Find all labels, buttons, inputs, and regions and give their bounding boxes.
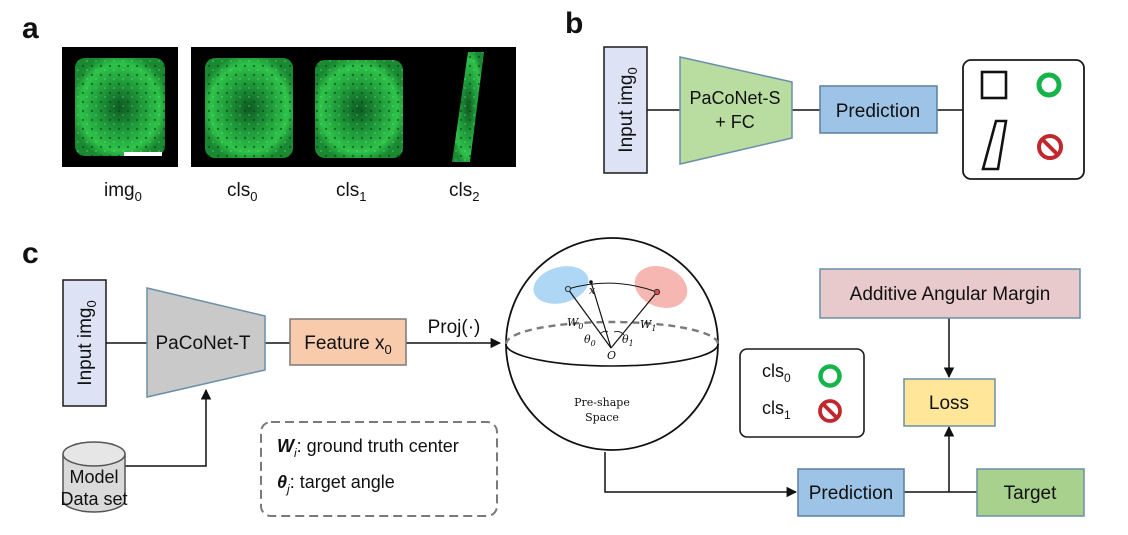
input-label-b: Input img0	[616, 67, 640, 152]
dataset-label-model: Model	[69, 467, 118, 487]
model-dataset-cylinder	[62, 441, 126, 513]
sphere-space-label-line1: Pre-shape	[574, 396, 630, 409]
symbol-legend-box	[260, 421, 498, 517]
panel-label-b: b	[565, 7, 583, 40]
caption-img0: img0	[104, 180, 142, 204]
paconet-s-fc-label: + FC	[715, 112, 755, 132]
target-box	[976, 468, 1085, 517]
feature-box	[289, 318, 407, 366]
microscopy-texture-cls2	[452, 52, 484, 162]
cls1-prohibited-icon	[818, 399, 842, 423]
dataset-to-net-arrow	[125, 388, 212, 467]
sphere-label-w0: W0	[567, 316, 583, 331]
microscopy-texture-img0	[75, 58, 165, 156]
caption-cls0: cls0	[227, 180, 257, 204]
microscopy-texture-cls1	[315, 60, 403, 158]
additive-angular-margin-label: Additive Angular Margin	[850, 284, 1051, 305]
caption-cls2: cls2	[449, 180, 479, 204]
legend-theta-definition: θj: target angle	[277, 472, 395, 496]
panel-label-c: c	[22, 237, 39, 270]
parallelogram-shape-icon	[981, 119, 1008, 171]
panel-label-a: a	[22, 12, 39, 45]
prohibited-icon	[1037, 134, 1063, 160]
additive-angular-margin-box	[819, 268, 1081, 319]
square-shape-icon	[980, 70, 1008, 100]
sphere-to-prediction-arrow	[604, 452, 798, 498]
paconet-t-label: PaCoNet-T	[155, 333, 250, 354]
class-region-blue	[533, 266, 589, 304]
target-label: Target	[1004, 483, 1058, 504]
prediction-label-b: Prediction	[836, 101, 921, 122]
loss-label: Loss	[929, 393, 969, 414]
cls0-ring-icon	[818, 364, 842, 388]
input-label-c: Input img0	[75, 300, 99, 385]
paconet-s-block	[679, 56, 793, 165]
class-center-w1	[653, 288, 661, 296]
preshape-sphere	[504, 237, 720, 451]
prediction-label-c: Prediction	[809, 483, 894, 504]
feature-point	[589, 280, 593, 284]
paconet-t-block	[146, 287, 266, 398]
class-legend-cls1: cls1	[762, 398, 791, 422]
caption-cls1: cls1	[336, 180, 366, 204]
sphere-space-label-line2: Space	[585, 411, 619, 424]
projection-label: Proj(·)	[428, 317, 481, 338]
dataset-label-dataset: Data set	[60, 489, 127, 509]
class-center-w0	[564, 285, 572, 293]
scale-bar	[124, 152, 162, 156]
feature-label: Feature x0	[304, 333, 392, 357]
ok-ring-icon	[1036, 72, 1062, 98]
prediction-box-c	[797, 468, 905, 517]
legend-w-definition: Wi: ground truth center	[277, 436, 459, 460]
sphere-label-theta1: θ1	[622, 333, 634, 348]
loss-box	[903, 378, 996, 427]
sphere-label-theta0: θ0	[584, 333, 596, 348]
class-region-red	[634, 266, 688, 308]
prediction-box-b	[819, 85, 938, 134]
input-box-b	[603, 46, 648, 174]
sphere-label-origin: O	[607, 349, 616, 362]
class-legend-cls0: cls0	[762, 361, 791, 385]
class-legend-box	[739, 348, 865, 438]
sphere-label-x: x	[589, 284, 596, 297]
paconet-s-label: PaCoNet-S	[689, 88, 780, 108]
input-box-c	[62, 279, 107, 407]
microscopy-texture-cls0	[205, 58, 293, 158]
sphere-label-w1: W1	[640, 318, 656, 333]
